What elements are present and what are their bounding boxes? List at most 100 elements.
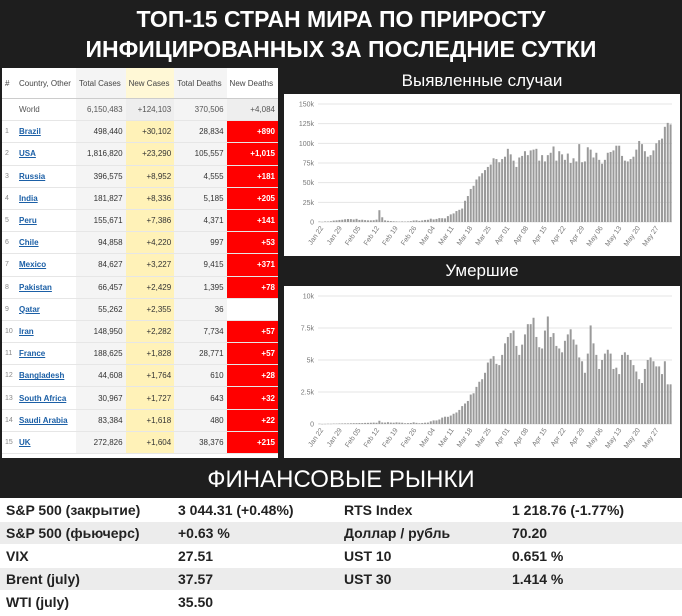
new-cases-cell: +1,727 xyxy=(125,386,175,410)
country-link[interactable]: Qatar xyxy=(16,298,76,321)
table-row: 1 Brazil 498,440 +30,102 28,834 +890 xyxy=(2,120,278,144)
country-link[interactable]: Chile xyxy=(16,231,76,255)
bar xyxy=(572,339,575,424)
finance-value: 0.651 % xyxy=(512,548,564,564)
bar xyxy=(432,219,435,222)
bar xyxy=(649,357,652,424)
country-link[interactable]: UK xyxy=(16,431,76,455)
country-link[interactable]: India xyxy=(16,187,76,210)
bar xyxy=(526,324,529,424)
country-link[interactable]: South Africa xyxy=(16,386,76,410)
bar xyxy=(618,374,621,424)
bar xyxy=(472,393,475,424)
bar xyxy=(355,423,358,424)
bar xyxy=(469,188,472,222)
country-link[interactable]: Pakistan xyxy=(16,276,76,299)
row-index: 7 xyxy=(2,253,16,277)
new-cases-cell: +8,952 xyxy=(125,165,175,188)
y-tick-label: 25k xyxy=(303,200,315,207)
finance-label: RTS Index xyxy=(344,502,413,518)
col-total-cases[interactable]: Total Cases xyxy=(76,68,126,99)
bar xyxy=(626,354,629,424)
total-deaths-cell: 997 xyxy=(174,231,227,255)
bar xyxy=(641,383,644,424)
bar xyxy=(569,329,572,424)
y-tick-label: 10k xyxy=(303,294,315,301)
col-new-deaths[interactable]: New Deaths xyxy=(226,68,278,99)
bar xyxy=(478,381,481,424)
bar xyxy=(561,352,564,424)
bar xyxy=(655,143,658,222)
col-total-deaths[interactable]: Total Deaths xyxy=(174,68,227,99)
finance-value: 35.50 xyxy=(178,594,214,610)
bar xyxy=(575,161,578,222)
country-link[interactable]: France xyxy=(16,342,76,366)
new-cases-cell: +1,764 xyxy=(125,364,175,388)
bar xyxy=(449,415,452,424)
country-link[interactable]: Bangladesh xyxy=(16,364,76,388)
col-country[interactable]: Country, Other xyxy=(16,68,76,99)
x-tick-label: May 06 xyxy=(586,225,605,248)
bar xyxy=(366,422,369,424)
bar xyxy=(455,211,458,222)
table-row: 10 Iran 148,950 +2,282 7,734 +57 xyxy=(2,320,278,344)
total-cases-cell: 84,627 xyxy=(76,253,126,277)
total-deaths-cell: 28,771 xyxy=(174,342,227,366)
bar xyxy=(592,343,595,424)
bar xyxy=(589,149,592,222)
country-link[interactable]: Russia xyxy=(16,165,76,188)
table-row: 15 UK 272,826 +1,604 38,376 +215 xyxy=(2,431,278,455)
bar xyxy=(349,423,352,424)
col-index[interactable]: # xyxy=(2,68,16,99)
bar xyxy=(455,412,458,424)
table-header-row: # Country, Other Total Cases New Cases T… xyxy=(2,68,278,99)
bar xyxy=(406,423,409,424)
bar xyxy=(329,221,332,222)
country-link[interactable]: Saudi Arabia xyxy=(16,409,76,432)
table-row: 3 Russia 396,575 +8,952 4,555 +181 xyxy=(2,165,278,188)
row-index: 1 xyxy=(2,120,16,144)
row-index: 14 xyxy=(2,409,16,432)
bar xyxy=(375,422,378,424)
bar xyxy=(424,219,427,222)
bar xyxy=(401,422,404,424)
bar xyxy=(523,334,526,424)
x-tick-label: Apr 01 xyxy=(494,225,512,246)
country-link[interactable]: Peru xyxy=(16,209,76,233)
bar xyxy=(555,160,558,222)
header-line-2: ИНФИЦИРОВАННЫХ ЗА ПОСЛЕДНИЕ СУТКИ xyxy=(85,36,597,62)
bar xyxy=(381,217,384,222)
col-new-cases[interactable]: New Cases xyxy=(125,68,175,99)
x-tick-label: Jan 29 xyxy=(326,427,344,448)
bar xyxy=(595,354,598,424)
country-link[interactable]: USA xyxy=(16,142,76,166)
row-index: 6 xyxy=(2,231,16,255)
country-link[interactable]: Brazil xyxy=(16,120,76,144)
bar xyxy=(458,209,461,222)
total-cases-cell: 1,816,820 xyxy=(76,142,126,166)
total-deaths-cell: 610 xyxy=(174,364,227,388)
bar xyxy=(344,423,347,424)
bar xyxy=(612,150,615,222)
bar xyxy=(606,349,609,424)
bar xyxy=(532,317,535,424)
bar xyxy=(461,406,464,424)
country-link[interactable]: Iran xyxy=(16,320,76,344)
bar xyxy=(638,379,641,424)
new-cases-cell: +1,618 xyxy=(125,409,175,432)
bar xyxy=(575,344,578,424)
finance-label: S&P 500 (фьючерс) xyxy=(6,525,140,541)
bar xyxy=(552,146,555,222)
country-link[interactable]: Mexico xyxy=(16,253,76,277)
bar xyxy=(626,161,629,222)
bar xyxy=(503,156,506,222)
bar xyxy=(629,360,632,424)
total-cases-cell: 181,827 xyxy=(76,187,126,210)
bar xyxy=(412,220,415,222)
bar xyxy=(603,159,606,222)
x-tick-label: Jan 29 xyxy=(326,225,344,246)
bar xyxy=(498,162,501,222)
x-tick-label: Apr 08 xyxy=(513,427,531,448)
new-deaths-cell: +32 xyxy=(226,386,278,410)
bar xyxy=(384,220,387,222)
